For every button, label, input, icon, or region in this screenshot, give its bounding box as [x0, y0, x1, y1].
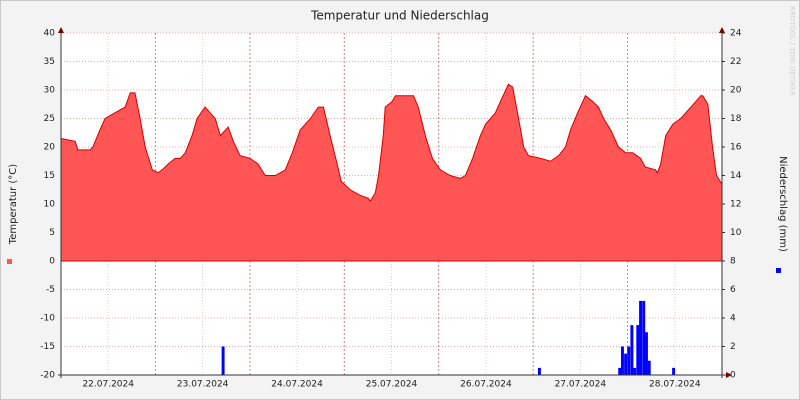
- y-tick-label: -10: [40, 314, 55, 324]
- precipitation-bar: [221, 346, 225, 375]
- y-tick-label: 25: [44, 114, 55, 124]
- y-tick-label: -20: [40, 371, 55, 381]
- x-tick-label: 25.07.2024: [366, 380, 418, 390]
- y2-axis-label: Niederschlag (mm): [777, 156, 788, 252]
- axis-arrow: [726, 372, 732, 378]
- x-tick-label: 28.07.2024: [649, 380, 701, 390]
- precipitation-bar: [618, 367, 622, 375]
- watermark: RRDTOOL / TOBI OETIKER: [788, 6, 796, 96]
- y2-tick-label: 8: [730, 257, 736, 267]
- y2-tick-label: 10: [730, 228, 742, 238]
- x-tick-label: 27.07.2024: [555, 380, 607, 390]
- y2-tick-label: 22: [730, 57, 741, 67]
- chart-title: Temperatur und Niederschlag: [310, 9, 489, 23]
- y2-tick-label: 6: [730, 285, 736, 295]
- x-tick-label: 22.07.2024: [82, 380, 134, 390]
- y-tick-label: 40: [44, 29, 56, 39]
- y2-tick-label: 16: [730, 143, 742, 153]
- precipitation-bar: [647, 360, 651, 375]
- y2-tick-label: 4: [730, 314, 736, 324]
- y-tick-label: 0: [49, 257, 55, 267]
- axis-arrow: [58, 27, 64, 33]
- axis-arrow: [719, 27, 725, 33]
- precipitation-bar: [624, 353, 628, 375]
- precipitation-bar: [620, 346, 624, 375]
- y2-tick-label: 2: [730, 342, 736, 352]
- precipitation-bar: [627, 346, 631, 375]
- precipitation-bar: [636, 325, 640, 375]
- x-tick-label: 23.07.2024: [177, 380, 229, 390]
- y2-tick-label: 20: [730, 86, 742, 96]
- plot-layer: [60, 32, 723, 376]
- y-tick-label: 35: [44, 57, 55, 67]
- y-tick-label: 20: [44, 143, 56, 153]
- y2-tick-label: 12: [730, 200, 741, 210]
- legend-swatch: [776, 268, 781, 273]
- y2-tick-label: 14: [730, 171, 742, 181]
- precipitation-bar: [642, 300, 646, 375]
- y-tick-label: -5: [46, 285, 55, 295]
- x-tick-label: 26.07.2024: [460, 380, 512, 390]
- y-tick-label: 15: [44, 171, 55, 181]
- y2-tick-label: 24: [730, 29, 742, 39]
- y-tick-label: 30: [44, 86, 56, 96]
- x-tick-label: 24.07.2024: [271, 380, 323, 390]
- y2-tick-label: 18: [730, 114, 742, 124]
- precipitation-bar: [633, 367, 637, 375]
- y-tick-label: 5: [49, 228, 55, 238]
- y-axis-label: Temperatur (°C): [8, 164, 19, 245]
- precipitation-bar: [639, 300, 643, 375]
- y-tick-label: -15: [40, 342, 55, 352]
- y-tick-label: 10: [44, 200, 56, 210]
- precipitation-bar: [672, 367, 676, 375]
- y2-tick-label: 0: [730, 371, 736, 381]
- precipitation-bar: [537, 367, 541, 375]
- temperature-area: [60, 83, 723, 262]
- precipitation-bar: [630, 325, 634, 375]
- precipitation-bar: [644, 332, 648, 375]
- legend-swatch: [7, 259, 12, 264]
